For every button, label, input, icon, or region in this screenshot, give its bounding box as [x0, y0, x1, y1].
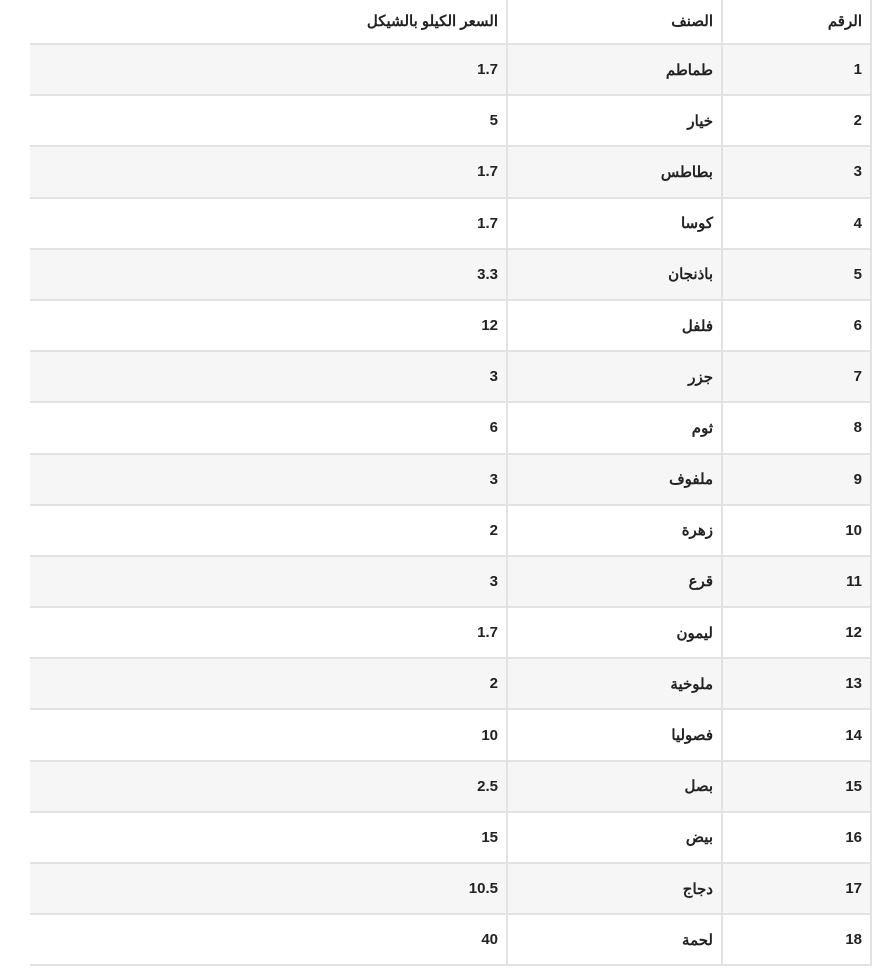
cell-number: 15	[721, 759, 872, 813]
cell-item: بصل	[506, 759, 723, 813]
cell-price: 40	[30, 913, 508, 967]
table-row: 9 ملفوف 3	[30, 452, 872, 506]
table-body: 1 طماطم 1.7 2 خيار 5 3 بطاطس 1.7 4 كوسا 1.7 5 باذنجان…	[30, 42, 872, 967]
cell-number: 14	[721, 708, 872, 762]
table-row: 18 لحمة 40	[30, 913, 872, 967]
cell-price: 12	[30, 298, 508, 353]
cell-price: 10.5	[30, 861, 508, 916]
cell-item: فصوليا	[506, 708, 723, 762]
cell-item: خيار	[506, 94, 723, 148]
cell-number: 1	[721, 42, 872, 97]
cell-price: 3.3	[30, 247, 508, 301]
cell-number: 5	[721, 247, 872, 301]
table-row: 10 زهرة 2	[30, 503, 872, 557]
table-row: 14 فصوليا 10	[30, 708, 872, 762]
table-row: 17 دجاج 10.5	[30, 861, 872, 916]
table-row: 3 بطاطس 1.7	[30, 145, 872, 199]
cell-item: طماطم	[506, 42, 723, 97]
price-table: الرقم الصنف السعر الكيلو بالشيكل 1 طماطم 1…	[30, 0, 872, 967]
cell-item: ثوم	[506, 401, 723, 455]
table-row: 2 خيار 5	[30, 94, 872, 148]
cell-number: 11	[721, 554, 872, 609]
cell-price: 5	[30, 94, 508, 148]
cell-price: 1.7	[30, 145, 508, 199]
table-row: 6 فلفل 12	[30, 298, 872, 353]
cell-item: جزر	[506, 350, 723, 404]
cell-item: دجاج	[506, 861, 723, 916]
cell-price: 1.7	[30, 42, 508, 97]
cell-number: 6	[721, 298, 872, 353]
table-row: 16 بيض 15	[30, 810, 872, 865]
table-row: 5 باذنجان 3.3	[30, 247, 872, 301]
cell-item: بطاطس	[506, 145, 723, 199]
cell-item: ملفوف	[506, 452, 723, 506]
cell-number: 17	[721, 861, 872, 916]
cell-price: 6	[30, 401, 508, 455]
cell-item: باذنجان	[506, 247, 723, 301]
cell-item: فلفل	[506, 298, 723, 353]
cell-price: 1.7	[30, 606, 508, 660]
cell-number: 3	[721, 145, 872, 199]
cell-price: 3	[30, 554, 508, 609]
cell-number: 12	[721, 606, 872, 660]
cell-number: 2	[721, 94, 872, 148]
header-price: السعر الكيلو بالشيكل	[30, 0, 508, 45]
cell-number: 10	[721, 503, 872, 557]
cell-item: لحمة	[506, 913, 723, 967]
cell-number: 16	[721, 810, 872, 865]
cell-item: ليمون	[506, 606, 723, 660]
table-row: 7 جزر 3	[30, 350, 872, 404]
cell-price: 3	[30, 350, 508, 404]
table-row: 11 قرع 3	[30, 554, 872, 609]
cell-item: قرع	[506, 554, 723, 609]
cell-item: كوسا	[506, 196, 723, 250]
cell-item: ملوخية	[506, 657, 723, 711]
header-number: الرقم	[721, 0, 872, 45]
cell-number: 18	[721, 913, 872, 967]
cell-number: 8	[721, 401, 872, 455]
cell-price: 2.5	[30, 759, 508, 813]
table-row: 8 ثوم 6	[30, 401, 872, 455]
table-row: 1 طماطم 1.7	[30, 42, 872, 97]
cell-price: 2	[30, 657, 508, 711]
table-row: 4 كوسا 1.7	[30, 196, 872, 250]
cell-number: 9	[721, 452, 872, 506]
cell-number: 4	[721, 196, 872, 250]
cell-price: 15	[30, 810, 508, 865]
cell-price: 1.7	[30, 196, 508, 250]
table-row: 13 ملوخية 2	[30, 657, 872, 711]
table-row: 15 بصل 2.5	[30, 759, 872, 813]
cell-item: زهرة	[506, 503, 723, 557]
cell-item: بيض	[506, 810, 723, 865]
header-row: الرقم الصنف السعر الكيلو بالشيكل	[30, 0, 872, 45]
cell-price: 2	[30, 503, 508, 557]
header-item: الصنف	[506, 0, 723, 45]
cell-price: 3	[30, 452, 508, 506]
cell-price: 10	[30, 708, 508, 762]
cell-number: 7	[721, 350, 872, 404]
cell-number: 13	[721, 657, 872, 711]
table-row: 12 ليمون 1.7	[30, 606, 872, 660]
